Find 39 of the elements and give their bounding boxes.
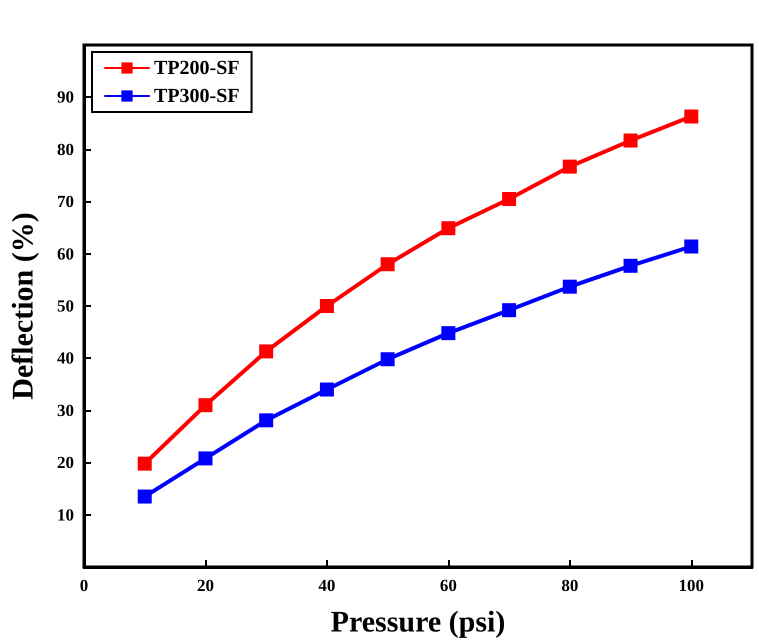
point (624, 258, 638, 273)
legend-label: TP300-SF (154, 85, 240, 107)
y-tick-label: 70 (57, 192, 74, 212)
point (320, 299, 334, 313)
point (198, 398, 212, 412)
y-tick-label: 40 (57, 348, 74, 368)
y-tick-label: 90 (57, 88, 74, 107)
legend-label: TP200-SF (154, 57, 240, 79)
point (320, 382, 334, 397)
point (259, 344, 274, 358)
point (684, 239, 698, 254)
x-axis-title: Pressure (psi) (330, 606, 506, 638)
point (380, 257, 395, 272)
x-tick-label: 80 (561, 576, 578, 595)
x-tick-label: 0 (80, 576, 88, 595)
y-tick-label: 50 (57, 296, 74, 316)
y-tick-label: 60 (57, 244, 74, 264)
y-tick-label: 10 (57, 505, 74, 524)
point (562, 280, 577, 294)
point (562, 160, 577, 174)
point (138, 490, 152, 504)
point (441, 221, 456, 236)
point (259, 413, 274, 428)
y-tick-label: 80 (57, 140, 74, 159)
y-tick-label: 30 (57, 400, 74, 420)
point (624, 134, 638, 148)
point (502, 303, 516, 318)
point (380, 352, 395, 366)
point (441, 326, 456, 340)
point (138, 456, 152, 471)
point (684, 110, 698, 124)
y-axis-title: Deflection (%) (6, 212, 40, 400)
point (198, 451, 212, 466)
x-tick-label: 20 (196, 576, 214, 595)
y-tick-label: 20 (57, 453, 74, 472)
point (502, 192, 516, 206)
x-tick-label: 100 (678, 576, 704, 595)
x-tick-label: 40 (318, 576, 336, 595)
x-tick-label: 60 (440, 576, 457, 595)
